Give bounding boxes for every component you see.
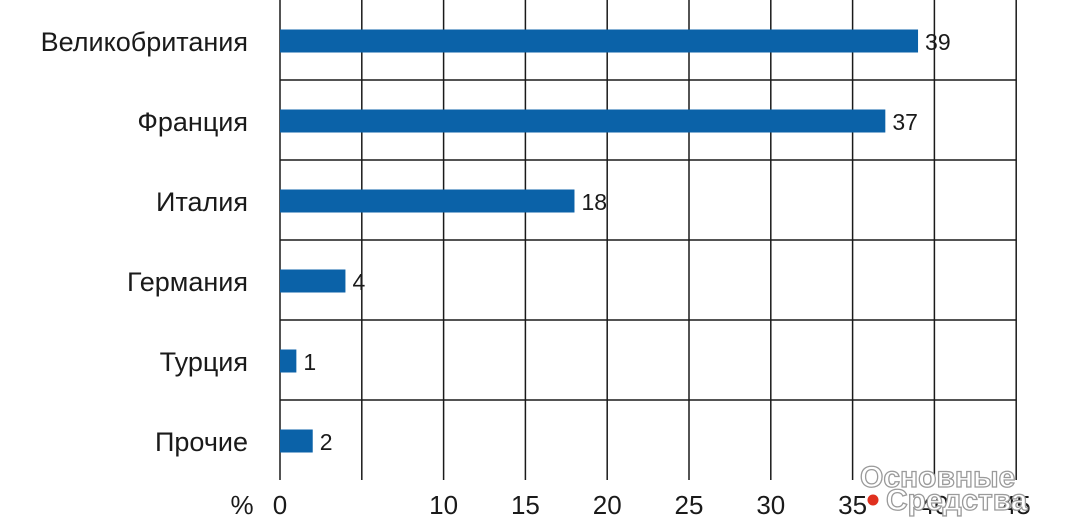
data-label: 39 bbox=[925, 29, 951, 55]
x-tick-label: 30 bbox=[756, 490, 785, 520]
x-tick-label: 10 bbox=[429, 490, 458, 520]
category-labels: Великобритания Франция Италия Германия Турци… bbox=[41, 27, 248, 457]
x-axis-unit-label: % bbox=[230, 490, 253, 520]
data-label: 18 bbox=[581, 189, 607, 215]
x-tick-label: 35 bbox=[838, 490, 867, 520]
category-label: Прочие bbox=[155, 427, 248, 457]
watermark-logo: Основные Средства bbox=[859, 460, 1028, 517]
data-labels: 39 37 18 4 1 2 bbox=[303, 29, 950, 455]
chart-grid bbox=[279, 0, 1017, 480]
category-label: Франция bbox=[137, 107, 248, 137]
x-tick-label: 40 bbox=[920, 490, 949, 520]
bar bbox=[280, 109, 886, 133]
data-label: 37 bbox=[892, 109, 918, 135]
watermark-line2: Средства bbox=[886, 484, 1028, 517]
category-label: Италия bbox=[156, 187, 248, 217]
bar bbox=[280, 429, 313, 453]
category-label: Великобритания bbox=[41, 27, 248, 57]
watermark-dot bbox=[867, 494, 879, 506]
bar bbox=[280, 189, 575, 213]
data-label: 4 bbox=[352, 269, 365, 295]
data-label: 2 bbox=[320, 429, 333, 455]
bar bbox=[280, 29, 919, 53]
x-tick-label: 45 bbox=[1002, 490, 1031, 520]
bar bbox=[280, 349, 297, 373]
bar-series bbox=[280, 29, 919, 453]
x-tick-label: 20 bbox=[593, 490, 622, 520]
x-tick-label: 0 bbox=[273, 490, 287, 520]
x-tick-label: 15 bbox=[511, 490, 540, 520]
watermark-line1: Основные bbox=[860, 461, 1015, 494]
x-axis-tick-labels: 0 10 15 20 25 30 35 40 45 bbox=[273, 490, 1031, 520]
data-label: 1 bbox=[303, 349, 316, 375]
category-label: Турция bbox=[160, 347, 248, 377]
bar bbox=[280, 269, 346, 293]
x-tick-label: 25 bbox=[675, 490, 704, 520]
category-label: Германия bbox=[127, 267, 248, 297]
